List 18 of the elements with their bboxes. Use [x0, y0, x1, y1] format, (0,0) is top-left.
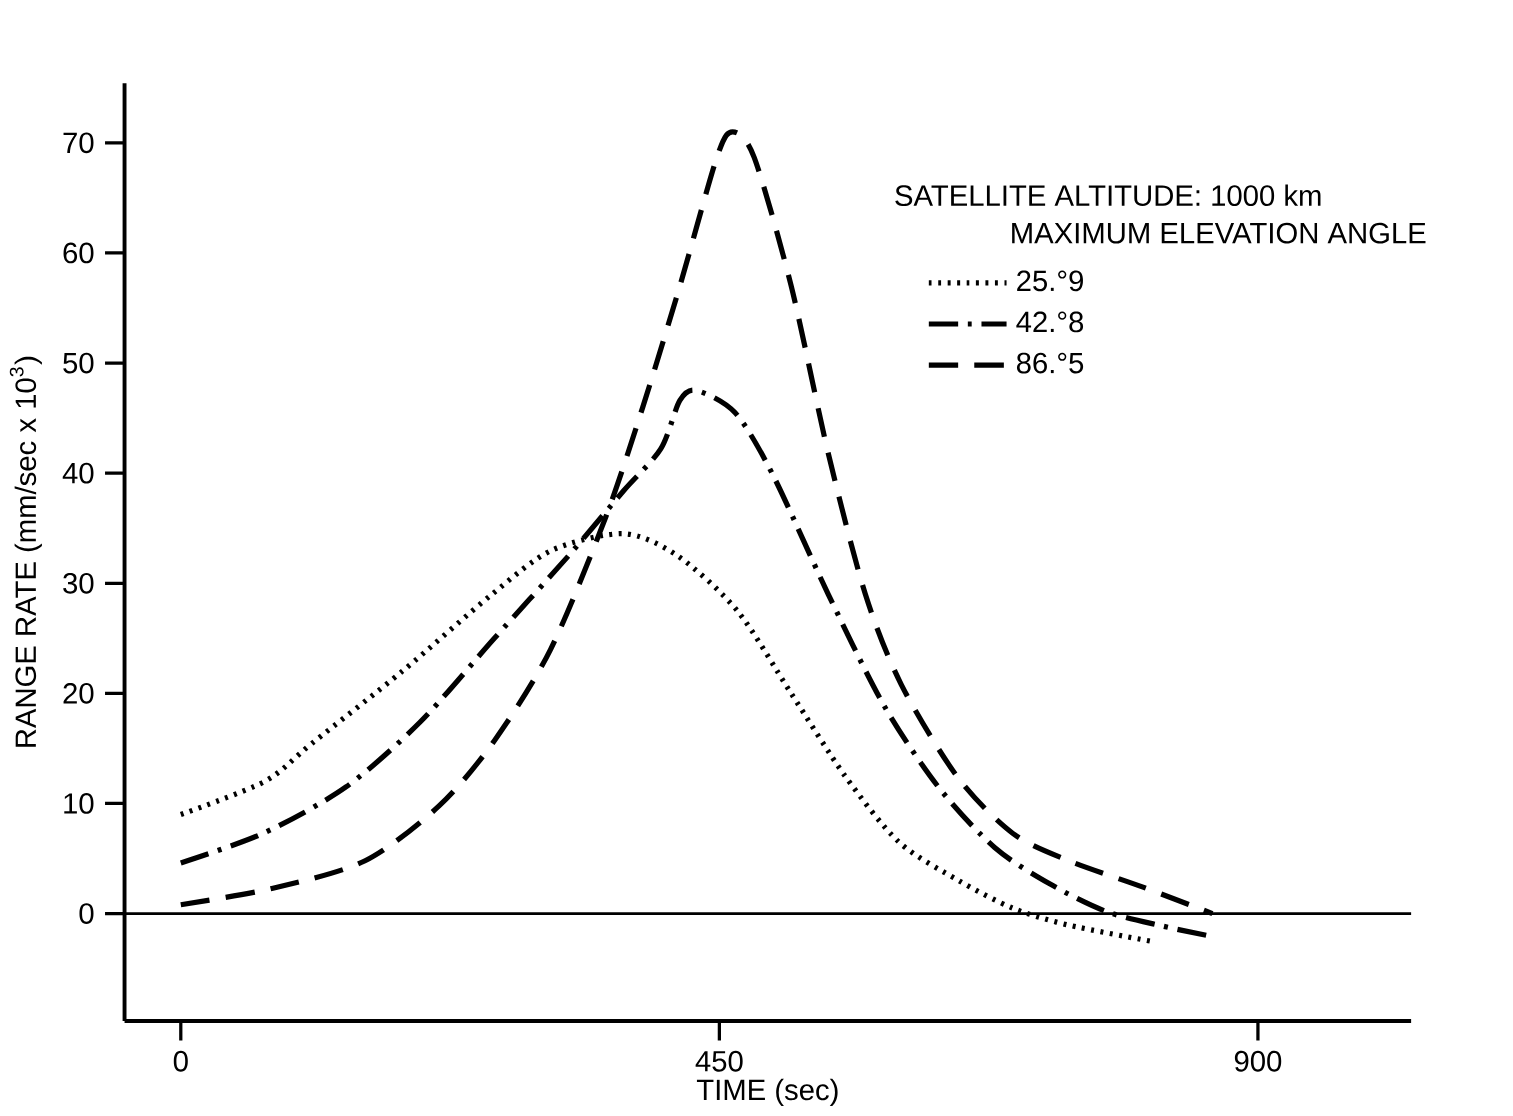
y-tick-label: 60: [63, 242, 94, 264]
x-tick-label: 0: [173, 1050, 188, 1072]
legend-title: MAXIMUM ELEVATION ANGLE: [1012, 222, 1426, 244]
y-tick-label: 0: [79, 903, 94, 925]
x-tick-label: 450: [695, 1050, 743, 1072]
x-tick-label: 900: [1234, 1050, 1282, 1072]
y-tick-label: 30: [63, 572, 94, 594]
legend-label: 42.°8: [1016, 311, 1084, 333]
y-tick-label: 70: [63, 132, 94, 154]
y-tick-label: 10: [64, 793, 94, 814]
y-tick-label: 50: [63, 352, 94, 374]
y-tick-label: 40: [62, 462, 94, 484]
y-axis-title: RANGE RATE (mm/sec x 10$^{3}$): [9, 356, 42, 747]
legend-label: 25.°9: [1017, 270, 1083, 292]
x-axis-title: TIME (sec): [696, 1078, 838, 1107]
y-tick-label: 20: [63, 683, 94, 704]
annotation: SATELLITE ALTITUDE: 1000 km: [895, 184, 1321, 207]
legend-label: 86.°5: [1016, 352, 1084, 374]
